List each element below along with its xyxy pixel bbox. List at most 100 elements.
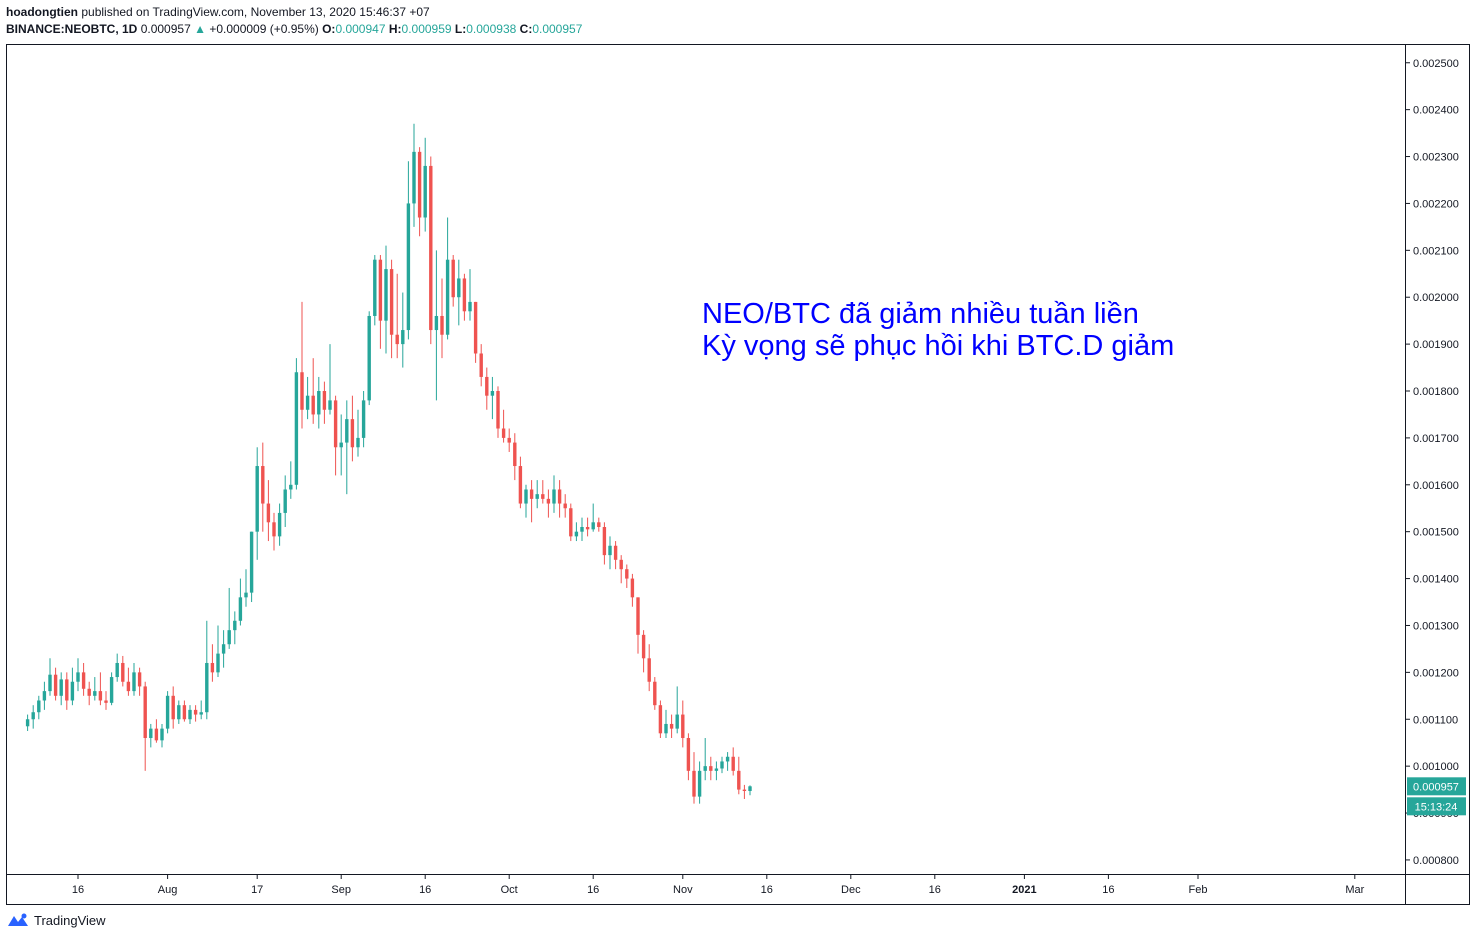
candle[interactable]: [143, 681, 147, 771]
candle[interactable]: [664, 709, 668, 739]
candle[interactable]: [165, 691, 170, 734]
candle[interactable]: [42, 681, 47, 710]
candle[interactable]: [406, 161, 411, 340]
candle[interactable]: [669, 714, 674, 739]
candle[interactable]: [563, 494, 567, 518]
candlestick-chart[interactable]: 0.002500 0.002400 0.002300 0.002200 0.002100…: [0, 0, 1476, 910]
candle[interactable]: [378, 255, 383, 349]
candle[interactable]: [591, 503, 595, 532]
candle[interactable]: [423, 137, 427, 232]
candle[interactable]: [160, 723, 164, 748]
candle[interactable]: [552, 475, 556, 513]
candle[interactable]: [221, 630, 226, 668]
candle[interactable]: [121, 655, 125, 687]
candle[interactable]: [681, 700, 685, 748]
candle[interactable]: [182, 700, 187, 722]
candle[interactable]: [193, 705, 198, 722]
candle[interactable]: [300, 301, 304, 429]
candle[interactable]: [283, 475, 287, 527]
candle[interactable]: [350, 395, 355, 462]
candle[interactable]: [737, 756, 741, 795]
candle[interactable]: [171, 686, 175, 729]
candle[interactable]: [647, 644, 651, 692]
candle[interactable]: [580, 517, 584, 542]
candle[interactable]: [731, 747, 735, 776]
candle[interactable]: [613, 541, 618, 570]
candle[interactable]: [76, 658, 80, 692]
candle[interactable]: [429, 156, 433, 345]
candle[interactable]: [233, 611, 237, 645]
candle[interactable]: [109, 672, 114, 706]
candle[interactable]: [53, 667, 58, 701]
candle[interactable]: [227, 587, 231, 649]
candle[interactable]: [524, 484, 528, 518]
candle[interactable]: [479, 344, 483, 387]
candle[interactable]: [619, 555, 623, 584]
candle[interactable]: [434, 250, 439, 401]
candle[interactable]: [266, 480, 271, 542]
candle[interactable]: [501, 409, 506, 443]
candle[interactable]: [457, 259, 461, 326]
candle[interactable]: [417, 147, 422, 237]
candle[interactable]: [272, 512, 276, 551]
candle[interactable]: [305, 376, 310, 420]
candle[interactable]: [261, 442, 265, 532]
candle[interactable]: [653, 677, 657, 710]
candle[interactable]: [748, 785, 752, 796]
candle[interactable]: [132, 662, 136, 696]
candle[interactable]: [496, 386, 500, 438]
candle[interactable]: [93, 677, 97, 701]
candle[interactable]: [485, 367, 489, 410]
candle[interactable]: [48, 658, 52, 696]
candle[interactable]: [658, 700, 663, 739]
candle[interactable]: [289, 461, 293, 499]
candle[interactable]: [294, 358, 299, 490]
candle[interactable]: [255, 447, 259, 560]
candle[interactable]: [720, 756, 724, 774]
candle[interactable]: [569, 503, 573, 542]
candle[interactable]: [373, 255, 377, 326]
candle[interactable]: [277, 503, 282, 546]
candle[interactable]: [81, 662, 86, 696]
candle[interactable]: [367, 311, 371, 406]
candle[interactable]: [535, 480, 539, 509]
candle[interactable]: [574, 522, 579, 542]
candle[interactable]: [468, 269, 472, 321]
candle[interactable]: [356, 409, 360, 457]
candle[interactable]: [636, 597, 640, 654]
candle[interactable]: [625, 564, 629, 588]
candle[interactable]: [216, 625, 220, 678]
candle[interactable]: [709, 756, 713, 781]
candle[interactable]: [714, 761, 719, 781]
candle[interactable]: [104, 691, 108, 710]
candle[interactable]: [742, 784, 747, 799]
candle[interactable]: [675, 686, 679, 734]
candle[interactable]: [115, 653, 119, 682]
candle[interactable]: [546, 489, 551, 518]
candle[interactable]: [137, 667, 142, 696]
candle[interactable]: [513, 433, 517, 481]
candle[interactable]: [65, 672, 69, 710]
candle[interactable]: [597, 517, 601, 532]
candle[interactable]: [333, 395, 338, 476]
candle[interactable]: [31, 705, 35, 729]
candle[interactable]: [25, 714, 30, 731]
candle[interactable]: [238, 578, 243, 626]
candle[interactable]: [686, 733, 691, 781]
candle[interactable]: [126, 667, 131, 696]
candle[interactable]: [199, 700, 203, 720]
candle[interactable]: [87, 681, 91, 706]
candle[interactable]: [473, 301, 478, 363]
footer-branding[interactable]: TradingView: [6, 912, 106, 928]
candle[interactable]: [188, 705, 192, 724]
candle[interactable]: [697, 761, 702, 804]
candle[interactable]: [490, 376, 495, 420]
candle[interactable]: [541, 480, 545, 504]
candle[interactable]: [451, 255, 455, 307]
candle[interactable]: [37, 695, 41, 720]
author-name[interactable]: hoadongtien: [6, 5, 78, 19]
candle[interactable]: [401, 292, 405, 368]
candle[interactable]: [507, 428, 511, 452]
candle[interactable]: [557, 480, 562, 518]
candle[interactable]: [384, 245, 388, 354]
